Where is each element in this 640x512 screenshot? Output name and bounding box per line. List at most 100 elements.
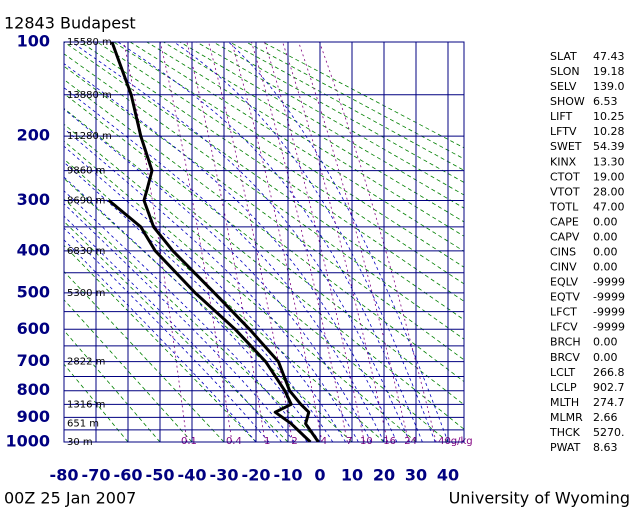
x-tick-label: -10 — [274, 466, 303, 485]
index-value: 274.7 — [593, 396, 625, 409]
index-value: 6.53 — [593, 95, 618, 108]
height-label: 8690 m — [67, 195, 105, 206]
height-label: 2822 m — [67, 357, 105, 368]
index-name: LFTV — [550, 125, 577, 138]
index-value: 902.7 — [593, 381, 625, 394]
plot-frame — [63, 41, 465, 443]
height-label: 1316 m — [67, 399, 105, 410]
guide-line — [64, 177, 353, 442]
index-value: 0.00 — [593, 351, 618, 364]
y-tick-label: 400 — [17, 240, 50, 259]
sounding-line — [110, 42, 320, 442]
index-name: VTOT — [550, 185, 580, 198]
index-value: -9999 — [593, 321, 625, 334]
height-label: 651 m — [67, 419, 99, 430]
index-value: 0.00 — [593, 336, 618, 349]
x-tick-label: -30 — [210, 466, 239, 485]
index-name: CAPE — [550, 215, 579, 228]
index-name: CTOT — [550, 170, 580, 183]
x-tick-label: -70 — [82, 466, 111, 485]
index-name: SWET — [550, 140, 582, 153]
index-name: LCLP — [550, 381, 577, 394]
y-tick-label: 600 — [17, 319, 50, 338]
y-tick-label: 200 — [17, 126, 50, 145]
index-value: 0.00 — [593, 261, 618, 274]
y-tick-label: 700 — [17, 351, 50, 370]
x-tick-label: -60 — [114, 466, 143, 485]
height-label: 11280 m — [67, 131, 112, 142]
index-value: -9999 — [593, 276, 625, 289]
mixing-ratio-line — [319, 42, 437, 442]
index-value: 8.63 — [593, 441, 618, 454]
x-tick-label: -40 — [178, 466, 207, 485]
index-name: CAPV — [550, 230, 580, 243]
index-value: 47.00 — [593, 200, 625, 213]
x-tick-label: -20 — [242, 466, 271, 485]
index-value: 0.00 — [593, 215, 618, 228]
index-value: -9999 — [593, 306, 625, 319]
mixing-ratio-line — [231, 42, 323, 442]
y-tick-label: 900 — [17, 407, 50, 426]
index-name: CINS — [550, 246, 576, 259]
y-tick-label: 500 — [17, 282, 50, 301]
index-name: LFCT — [550, 306, 577, 319]
x-tick-label: 30 — [405, 466, 427, 485]
index-value: 10.28 — [593, 125, 625, 138]
index-name: EQLV — [550, 276, 579, 289]
index-name: SLON — [550, 65, 580, 78]
height-label: 15580 m — [67, 37, 112, 48]
index-value: 10.25 — [593, 110, 625, 123]
index-name: LFCV — [550, 321, 578, 334]
guide-line — [64, 145, 346, 442]
index-name: EQTV — [550, 291, 580, 304]
guide-line — [64, 108, 372, 442]
index-value: 0.00 — [593, 230, 618, 243]
guide-line — [64, 140, 417, 442]
index-name: BRCV — [550, 351, 580, 364]
sounding-line — [107, 199, 312, 442]
mixing-ratio-line — [298, 42, 409, 442]
index-value: 19.18 — [593, 65, 625, 78]
index-name: SLAT — [550, 50, 577, 63]
index-name: BRCH — [550, 336, 581, 349]
index-name: LCLT — [550, 366, 575, 379]
x-tick-label: -80 — [50, 466, 79, 485]
index-value: 54.39 — [593, 140, 625, 153]
y-tick-label: 300 — [17, 190, 50, 209]
index-name: PWAT — [550, 441, 581, 454]
x-tick-label: -50 — [146, 466, 175, 485]
index-value: 266.8 — [593, 366, 625, 379]
index-name: THCK — [549, 426, 581, 439]
index-value: 139.0 — [593, 80, 625, 93]
x-tick-label: 20 — [373, 466, 395, 485]
guide-line — [64, 107, 464, 430]
index-name: SELV — [550, 80, 577, 93]
index-name: KINX — [550, 155, 577, 168]
index-name: SHOW — [550, 95, 585, 108]
guide-line — [64, 63, 398, 442]
x-tick-label: 40 — [437, 466, 459, 485]
index-value: 19.00 — [593, 170, 625, 183]
index-name: TOTL — [549, 200, 579, 213]
height-label: 30 m — [67, 437, 93, 448]
index-value: 2.66 — [593, 411, 618, 424]
index-value: 5270. — [593, 426, 625, 439]
guide-line — [173, 42, 436, 442]
index-value: 28.00 — [593, 185, 625, 198]
x-tick-label: 0 — [314, 466, 325, 485]
y-tick-label: 1000 — [5, 432, 50, 451]
guide-line — [64, 65, 464, 361]
index-value: 0.00 — [593, 246, 618, 259]
time-label: 00Z 25 Jan 2007 — [4, 489, 136, 508]
height-label: 6830 m — [67, 246, 105, 257]
index-value: 47.43 — [593, 50, 625, 63]
index-name: CINV — [550, 261, 577, 274]
index-name: MLTH — [550, 396, 579, 409]
station-title: 12843 Budapest — [4, 14, 136, 33]
index-value: -9999 — [593, 291, 625, 304]
index-value: 13.30 — [593, 155, 625, 168]
x-tick-label: 10 — [341, 466, 363, 485]
y-tick-label: 800 — [17, 380, 50, 399]
index-name: LIFT — [550, 110, 573, 123]
